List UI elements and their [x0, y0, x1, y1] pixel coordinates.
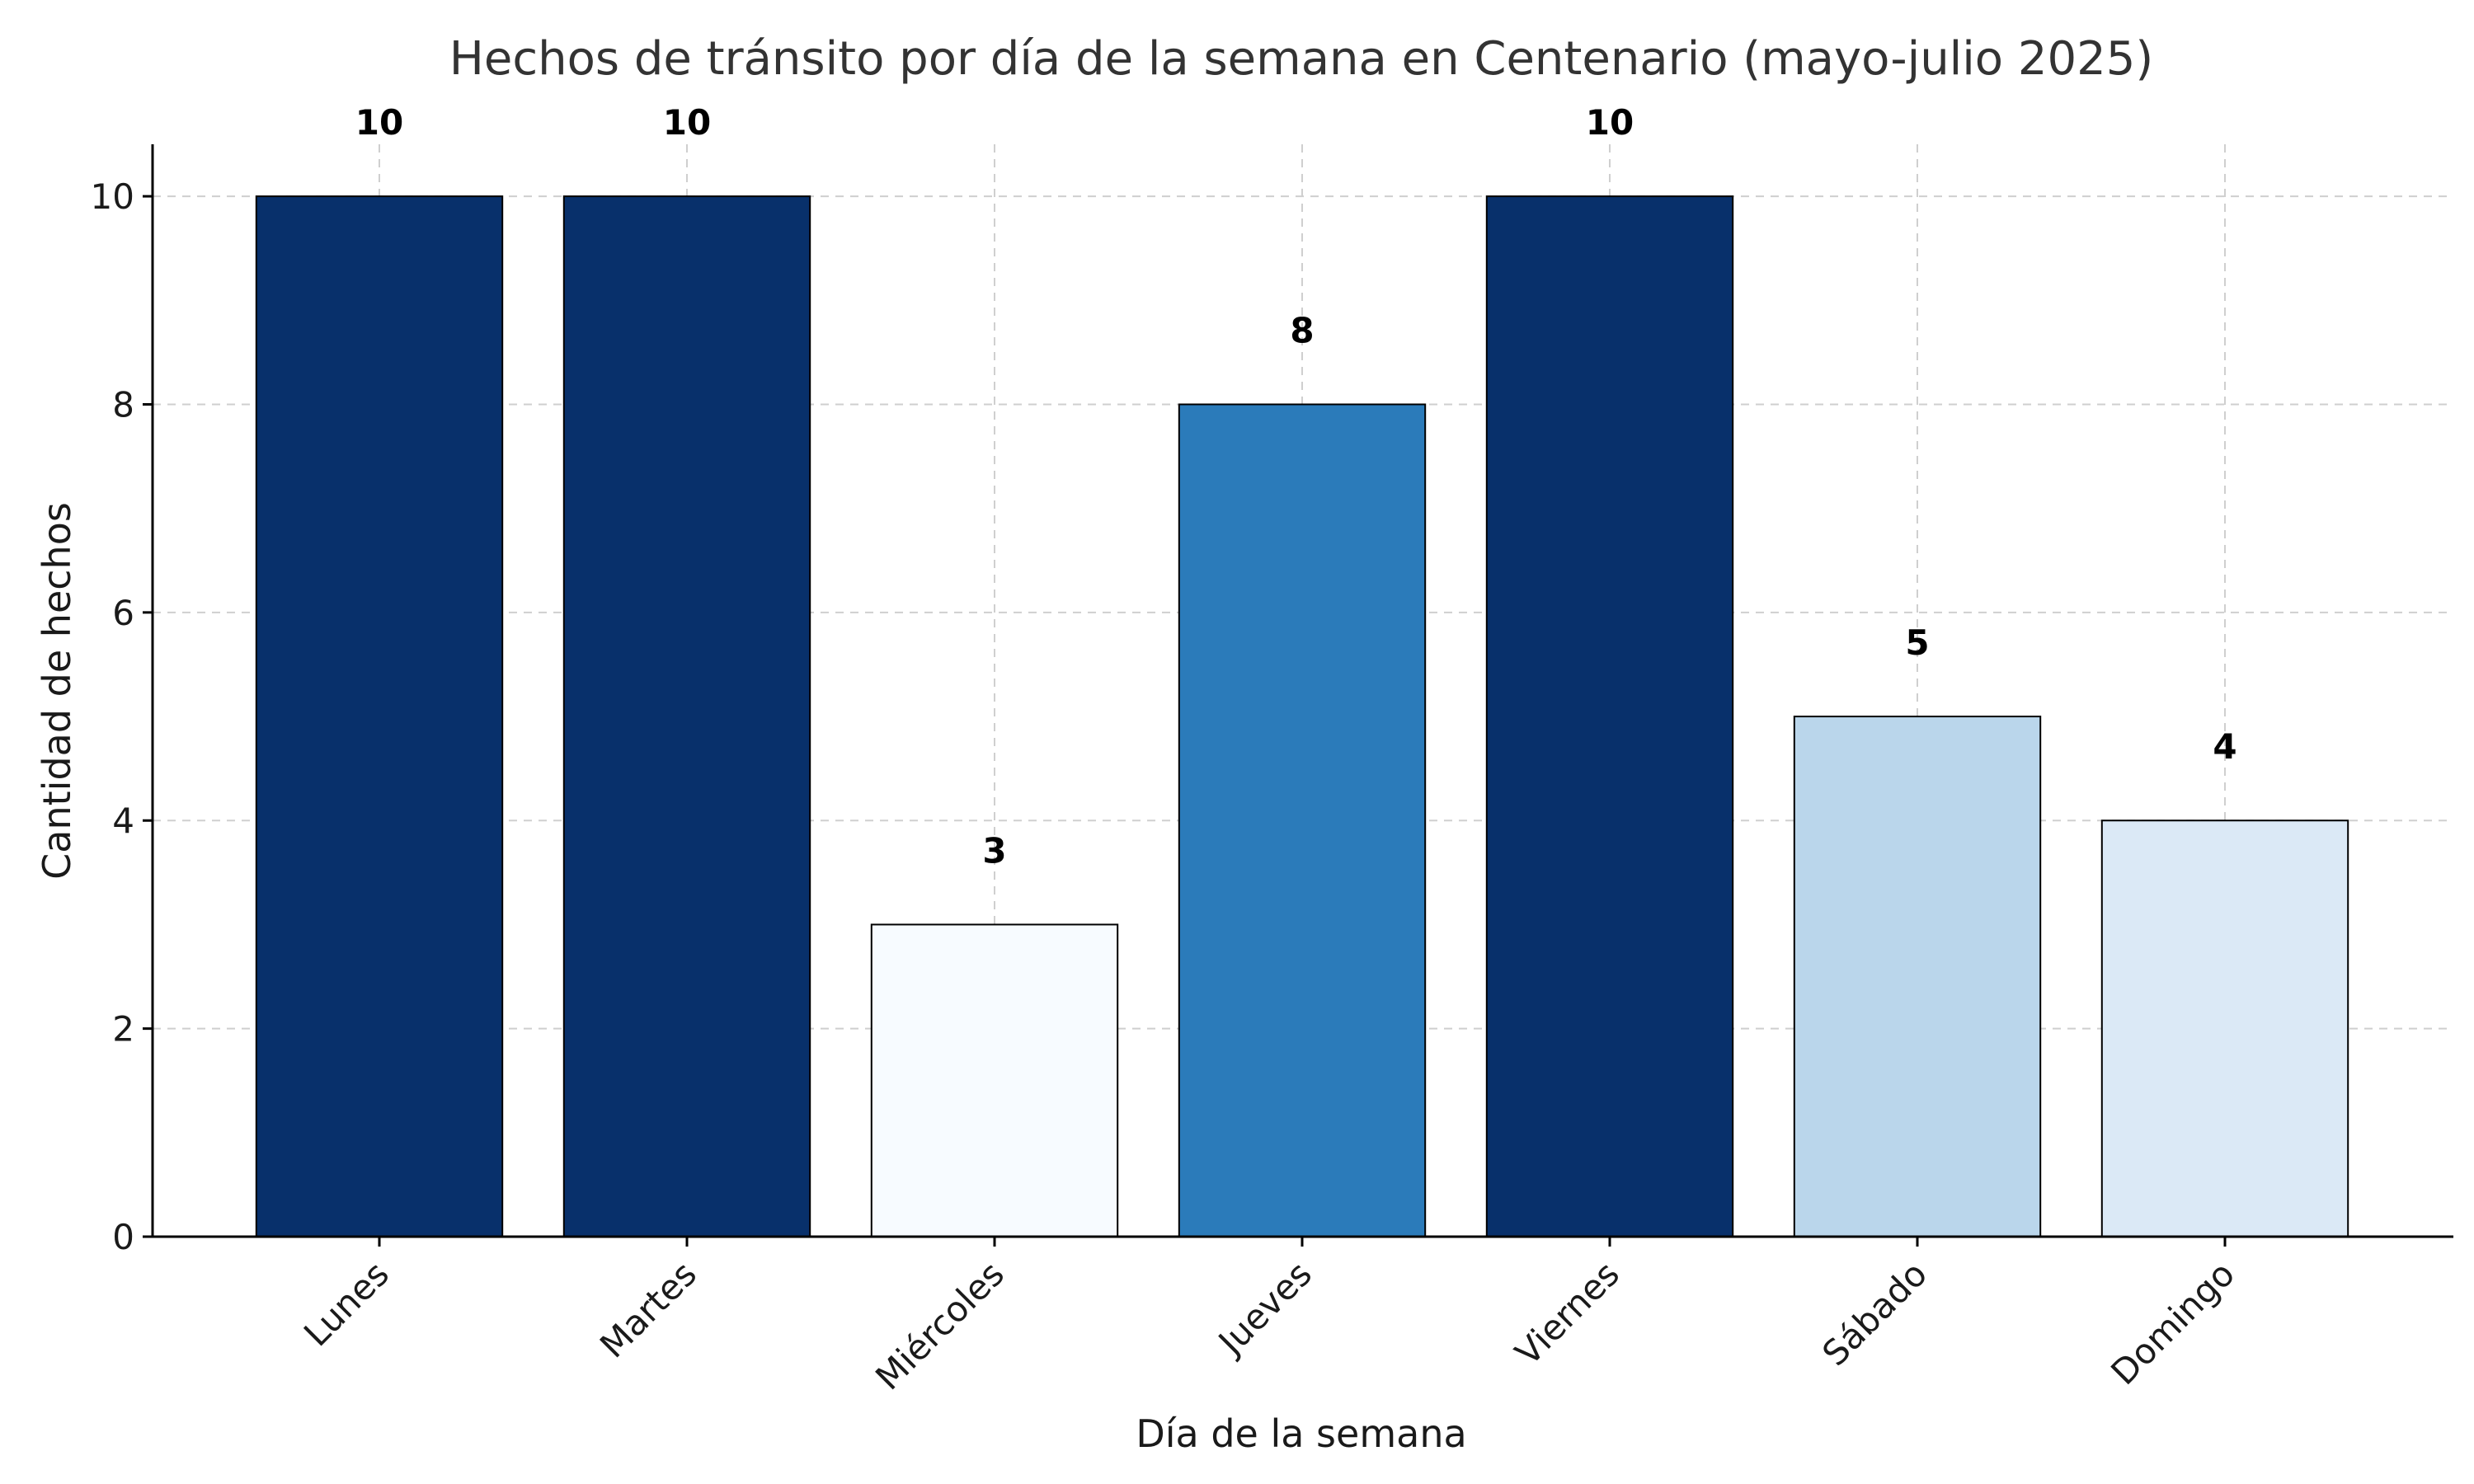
- bar-jueves: [1178, 403, 1427, 1237]
- bar-miércoles: [870, 923, 1119, 1238]
- x-axis-label: Día de la semana: [1136, 1411, 1466, 1456]
- bar-sábado: [1793, 716, 2042, 1237]
- y-tick-label: 4: [112, 801, 134, 841]
- bars: [255, 195, 2349, 1238]
- x-tick-label: Sábado: [1814, 1253, 1935, 1374]
- x-tick-label: Domingo: [2103, 1253, 2242, 1392]
- data-label: 3: [982, 830, 1006, 871]
- x-tick-label: Jueves: [1209, 1253, 1319, 1364]
- bar-domingo: [2100, 819, 2349, 1237]
- data-labels: 10 10 3 8 10 5 4: [355, 102, 2237, 871]
- chart-title: Hechos de tránsito por día de la semana …: [449, 32, 2153, 86]
- data-label: 10: [1586, 102, 1634, 143]
- x-tick-label: Viernes: [1507, 1253, 1627, 1373]
- bar-martes: [562, 195, 811, 1238]
- x-tick-label: Lunes: [296, 1253, 397, 1354]
- y-axis-label: Cantidad de hechos: [35, 502, 79, 880]
- bar-lunes: [255, 195, 504, 1238]
- data-label: 5: [1905, 622, 1929, 663]
- data-label: 10: [355, 102, 403, 143]
- y-tick-label: 0: [112, 1217, 134, 1257]
- y-tick-label: 2: [112, 1009, 134, 1050]
- data-label: 10: [663, 102, 711, 143]
- y-tick-label: 10: [91, 176, 134, 217]
- x-tick-label: Miércoles: [868, 1253, 1012, 1397]
- data-label: 8: [1290, 310, 1314, 350]
- x-ticks: Lunes Martes Miércoles Jueves Viernes Sábado D…: [296, 1237, 2242, 1397]
- x-tick-label: Martes: [592, 1253, 704, 1365]
- y-tick-label: 8: [112, 384, 134, 425]
- y-ticks: 0 2 4 6 8 10: [91, 176, 153, 1257]
- data-label: 4: [2213, 726, 2236, 767]
- y-tick-label: 6: [112, 593, 134, 633]
- bar-viernes: [1485, 195, 1734, 1238]
